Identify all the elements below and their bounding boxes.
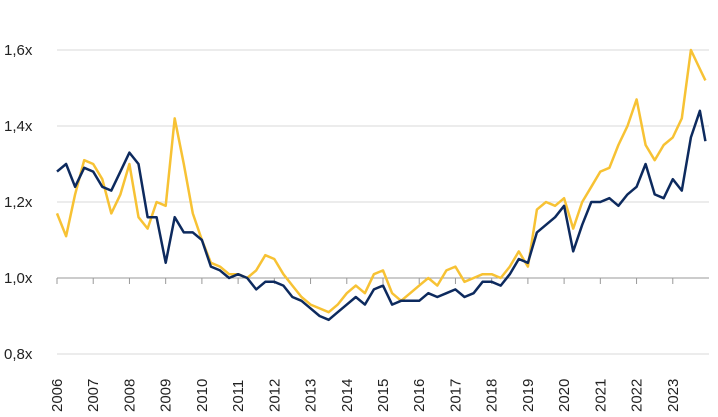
y-tick-label: 0,8x bbox=[4, 346, 33, 363]
x-tick-label: 2023 bbox=[665, 379, 682, 412]
x-tick-label: 2019 bbox=[520, 379, 537, 412]
x-tick-label: 2014 bbox=[339, 379, 356, 412]
x-tick-label: 2020 bbox=[556, 379, 573, 412]
y-tick-label: 1,6x bbox=[4, 42, 33, 59]
x-tick-label: 2016 bbox=[411, 379, 428, 412]
x-tick-label: 2010 bbox=[194, 379, 211, 412]
x-tick-label: 2008 bbox=[121, 379, 138, 412]
x-tick-label: 2018 bbox=[484, 379, 501, 412]
x-tick-label: 2006 bbox=[49, 379, 66, 412]
x-tick-label: 2009 bbox=[158, 379, 175, 412]
x-tick-label: 2011 bbox=[230, 380, 247, 412]
series-line bbox=[56, 109, 707, 322]
x-tick-label: 2022 bbox=[629, 379, 646, 412]
x-tick-label: 2013 bbox=[303, 379, 320, 412]
y-tick-label: 1,0x bbox=[4, 270, 33, 287]
x-tick-label: 2012 bbox=[266, 379, 283, 412]
series-line bbox=[55, 48, 707, 314]
x-tick-label: 2021 bbox=[592, 379, 609, 412]
x-tick-label: 2015 bbox=[375, 379, 392, 412]
x-tick-label: 2017 bbox=[447, 379, 464, 412]
x-tick-label: 2007 bbox=[85, 379, 102, 412]
y-tick-label: 1,4x bbox=[4, 118, 33, 135]
y-tick-label: 1,2x bbox=[4, 194, 33, 211]
